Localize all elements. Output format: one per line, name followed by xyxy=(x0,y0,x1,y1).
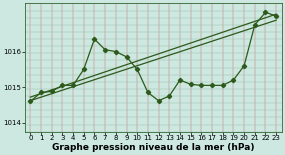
X-axis label: Graphe pression niveau de la mer (hPa): Graphe pression niveau de la mer (hPa) xyxy=(52,143,255,152)
